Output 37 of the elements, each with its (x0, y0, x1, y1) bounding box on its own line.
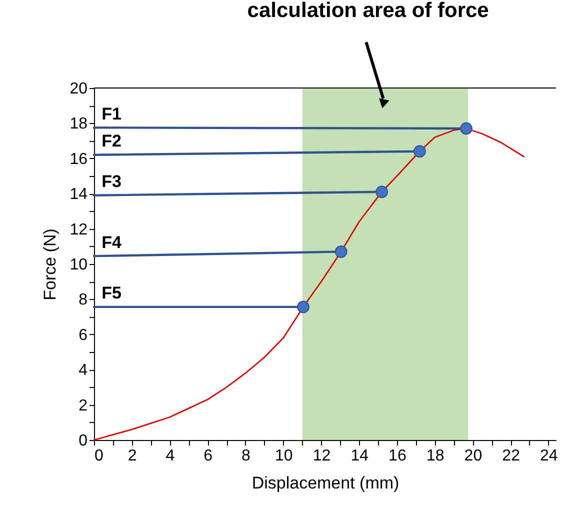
x-tick-label: 14 (350, 448, 369, 464)
y-tick-label: 18 (70, 116, 88, 133)
x-tick-label: 6 (204, 448, 213, 464)
point (334, 245, 348, 258)
x-tick-label: 18 (426, 448, 444, 464)
point (297, 300, 310, 314)
point (460, 122, 472, 135)
series-label: F1 (102, 104, 122, 124)
series-label: F5 (102, 284, 122, 303)
y-tick-label: 10 (70, 256, 88, 274)
y-tick-label: 20 (70, 80, 88, 98)
point (376, 186, 388, 198)
x-tick-label: 0 (94, 448, 104, 464)
x-tick-label: 22 (502, 448, 520, 464)
x-tick-label: 10 (274, 448, 293, 464)
band-label: calculation area of force (247, 0, 489, 22)
y-axis-title: Force (N) (40, 228, 60, 300)
y-tick-label: 8 (78, 292, 88, 309)
series-label: F3 (102, 172, 122, 192)
y-tick-label: 2 (78, 397, 88, 414)
y-tick-label: 6 (78, 326, 88, 344)
y-tick-label: 16 (70, 150, 88, 168)
point (413, 145, 426, 158)
x-tick-label: 12 (312, 448, 331, 464)
x-tick-label: 20 (464, 448, 482, 464)
x-tick-label: 4 (166, 448, 175, 464)
series-label: F2 (102, 132, 122, 151)
x-tick-label: 16 (388, 448, 406, 464)
y-tick-label: 14 (70, 186, 88, 204)
y-tick-label: 12 (70, 221, 88, 238)
series-label: F4 (102, 232, 122, 252)
x-tick-label: 24 (540, 448, 558, 464)
x-axis-title: Displacement (mm) (252, 474, 400, 492)
x-tick-label: 2 (128, 448, 137, 464)
y-tick-label: 4 (78, 362, 88, 380)
y-tick-label: 0 (78, 432, 88, 450)
x-tick-label: 8 (242, 448, 251, 464)
